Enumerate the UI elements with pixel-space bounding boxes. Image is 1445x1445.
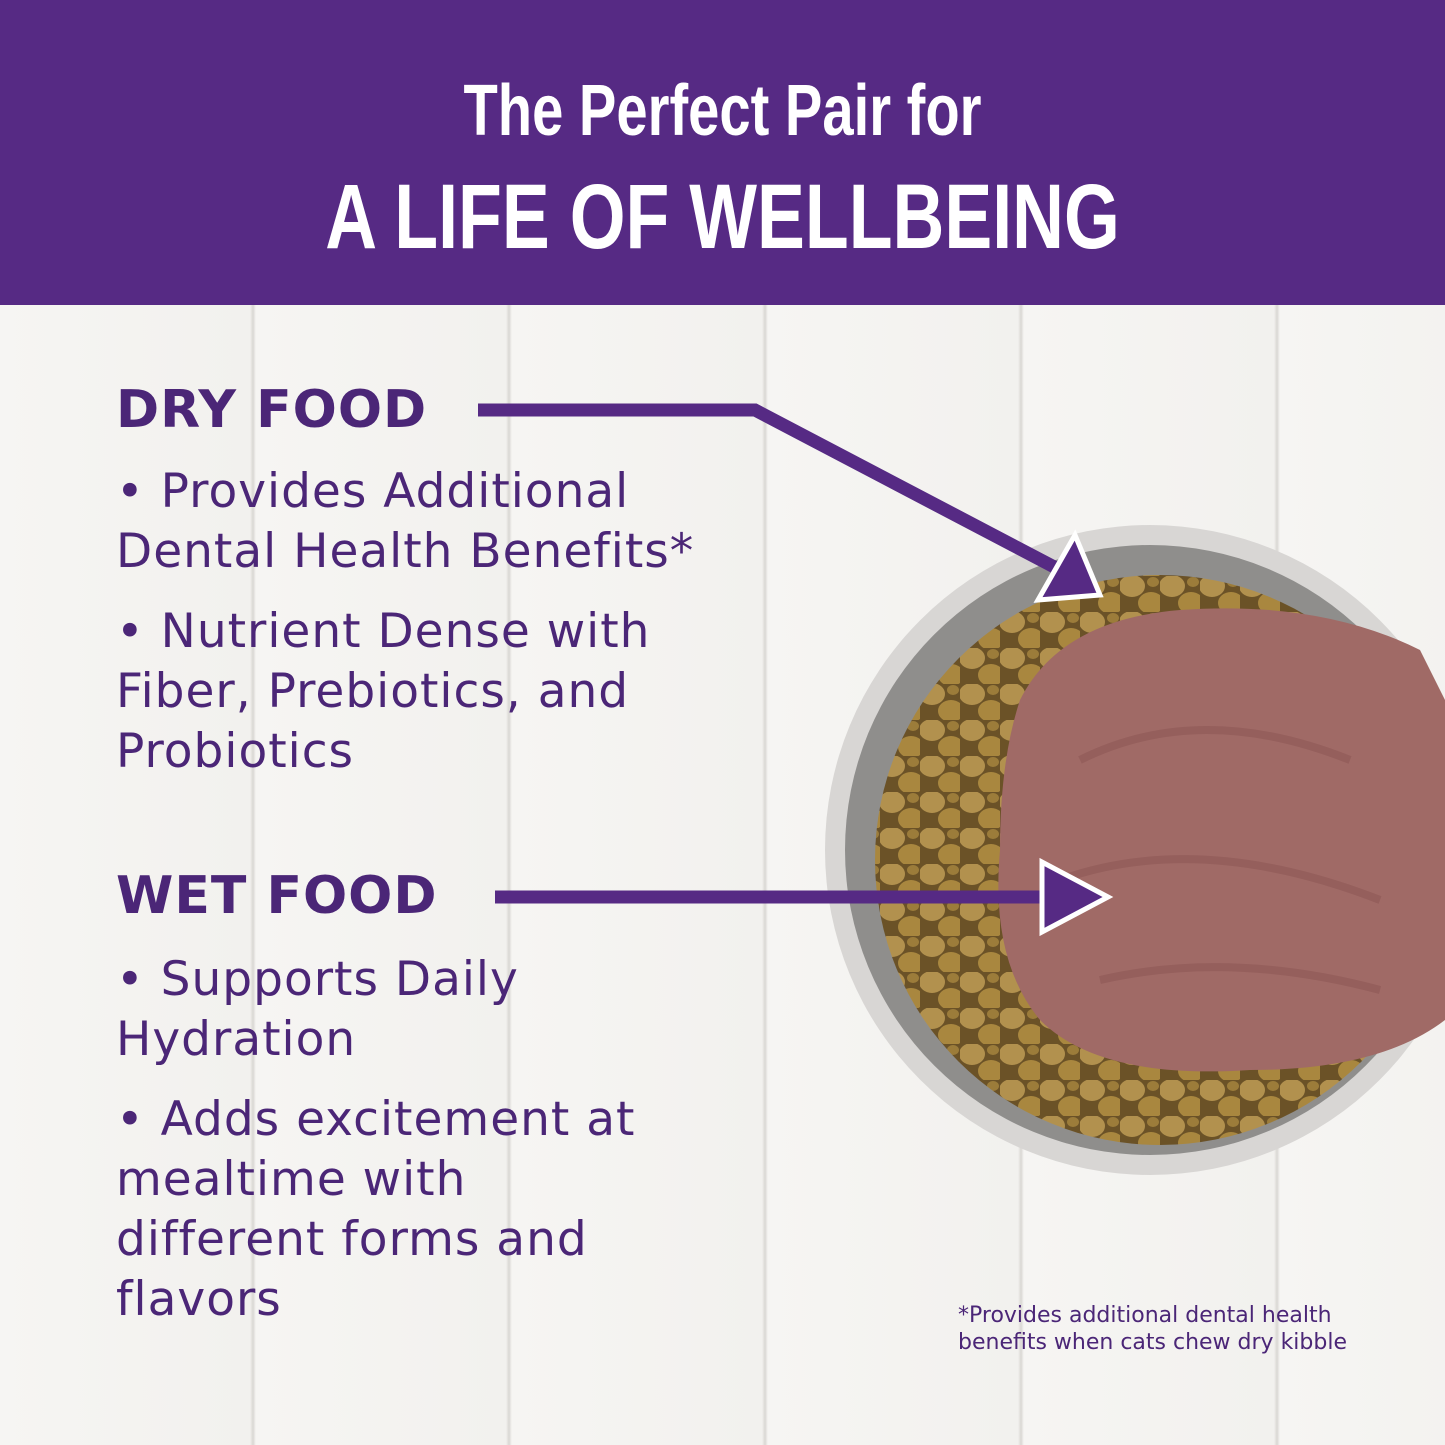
dry-food-bullet-2: • Nutrient Dense with Fiber, Prebiotics,… bbox=[116, 604, 651, 779]
dry-food-bullet-1: • Provides Additional Dental Health Bene… bbox=[116, 464, 695, 579]
dry-food-arrow bbox=[478, 403, 1064, 576]
header-title-line2: A LIFE OF WELLBEING bbox=[325, 166, 1120, 268]
dry-food-arrowhead bbox=[1033, 529, 1104, 603]
footnote: *Provides additional dental health benef… bbox=[958, 1303, 1347, 1355]
header-banner: The Perfect Pair for A LIFE OF WELLBEING bbox=[0, 0, 1445, 305]
wet-food-bullet-2: • Adds excitement at mealtime with diffe… bbox=[116, 1092, 636, 1327]
wet-food-arrowhead bbox=[1039, 857, 1114, 937]
wet-food-heading: WET FOOD bbox=[116, 866, 438, 926]
wet-food-bullet-1: • Supports Daily Hydration bbox=[116, 952, 519, 1067]
header-title-line1: The Perfect Pair for bbox=[463, 71, 982, 151]
wet-food bbox=[998, 608, 1445, 1072]
dry-food-heading: DRY FOOD bbox=[116, 380, 428, 440]
